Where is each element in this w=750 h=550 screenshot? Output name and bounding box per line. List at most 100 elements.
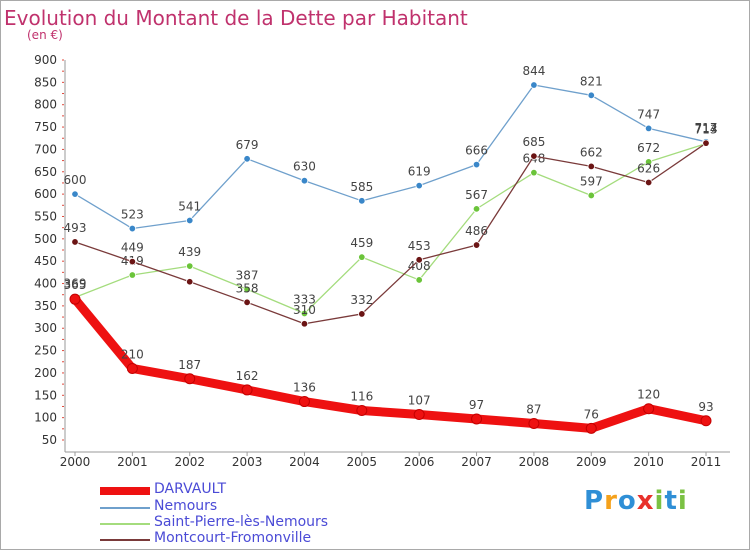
data-label: 747: [637, 107, 660, 121]
legend-item-darvault: DARVAULT: [100, 481, 360, 499]
data-label: 619: [408, 165, 431, 179]
data-label: 187: [178, 358, 201, 372]
data-point: [241, 384, 253, 396]
data-point: [358, 253, 366, 261]
data-point: [71, 190, 79, 198]
legend-item-saint-pierre: Saint-Pierre-lès-Nemours: [100, 514, 360, 532]
data-point: [587, 91, 595, 100]
data-point: [186, 278, 194, 286]
data-label: 844: [522, 64, 545, 78]
data-point: [530, 81, 538, 89]
data-label: 162: [236, 369, 259, 383]
y-tick-label: 400: [34, 277, 57, 291]
data-label: 714: [695, 122, 718, 136]
data-point: [530, 152, 538, 160]
legend-swatch-saint-pierre: [100, 523, 150, 525]
data-label: 87: [526, 402, 541, 416]
data-label: 387: [236, 268, 259, 282]
data-point: [528, 417, 540, 429]
y-tick-label: 100: [34, 411, 57, 425]
legend-item-montcourt: Montcourt-Fromonville: [100, 530, 360, 548]
y-tick-label: 550: [34, 209, 57, 223]
data-label: 459: [350, 236, 373, 250]
data-point: [472, 205, 481, 213]
logo-letter: i: [677, 486, 688, 516]
y-tick-label: 600: [34, 187, 57, 201]
y-tick-label: 300: [34, 321, 57, 335]
data-label: 717: [695, 121, 718, 135]
legend-label-saint-pierre: Saint-Pierre-lès-Nemours: [154, 514, 329, 530]
data-point: [702, 139, 710, 147]
x-tick-label: 2004: [289, 455, 320, 469]
series-line-montcourt-fromonville: [74, 142, 707, 325]
x-tick-label: 2008: [519, 455, 550, 469]
y-tick-label: 450: [34, 254, 57, 268]
data-label: 672: [637, 141, 660, 155]
data-label: 662: [580, 145, 603, 159]
data-point: [472, 160, 481, 169]
logo-letter: o: [617, 486, 637, 516]
data-label: 332: [350, 293, 373, 307]
y-tick-label: 800: [34, 98, 57, 112]
logo-letter: x: [636, 486, 655, 516]
data-label: 821: [580, 74, 603, 88]
y-tick-label: 250: [34, 344, 57, 358]
series-line-saint-pierre-l-s-nemours: [74, 142, 707, 315]
x-tick-label: 2001: [117, 455, 148, 469]
data-point: [184, 373, 196, 385]
data-point: [186, 216, 194, 225]
data-point: [298, 396, 310, 408]
data-point: [415, 276, 423, 284]
data-label: 541: [178, 199, 201, 213]
data-label: 600: [64, 173, 87, 187]
x-tick-label: 2002: [174, 455, 205, 469]
data-label: 567: [465, 188, 488, 202]
data-point: [415, 256, 423, 264]
legend-label-montcourt: Montcourt-Fromonville: [154, 530, 312, 546]
legend-swatch-montcourt: [100, 539, 150, 541]
y-tick-label: 700: [34, 142, 57, 156]
data-point: [69, 293, 81, 305]
y-tick-label: 500: [34, 232, 57, 246]
data-point: [126, 362, 138, 374]
data-point: [71, 238, 79, 246]
data-point: [530, 168, 538, 177]
data-label: 523: [121, 208, 144, 222]
data-label: 333: [293, 292, 316, 306]
logo-letter: P: [584, 486, 605, 516]
data-point: [128, 271, 137, 279]
data-point: [128, 257, 137, 266]
y-tick-label: 150: [34, 388, 57, 402]
y-tick-label: 650: [34, 165, 57, 179]
data-label: 76: [584, 407, 599, 421]
x-tick-label: 2009: [576, 455, 607, 469]
data-point: [186, 262, 194, 270]
x-tick-label: 2000: [60, 455, 91, 469]
data-point: [300, 320, 309, 328]
data-point: [644, 158, 653, 166]
data-label: 97: [469, 398, 484, 412]
data-point: [128, 224, 137, 233]
logo-letter: i: [654, 486, 665, 516]
data-label: 408: [408, 259, 431, 273]
data-point: [415, 181, 423, 190]
data-label: 585: [350, 180, 373, 194]
data-label: 120: [637, 388, 660, 402]
data-label: 369: [64, 276, 87, 290]
data-label: 685: [522, 135, 545, 149]
data-point: [358, 197, 366, 205]
data-point: [471, 413, 483, 425]
data-point: [243, 285, 251, 294]
data-point: [300, 309, 309, 318]
data-point: [587, 191, 595, 200]
y-tick-label: 350: [34, 299, 57, 313]
data-label: 116: [350, 389, 373, 403]
legend-swatch-darvault: [100, 487, 150, 495]
data-label: 597: [580, 174, 603, 188]
x-tick-label: 2005: [347, 455, 378, 469]
x-tick-label: 2003: [232, 455, 263, 469]
y-tick-label: 850: [34, 75, 57, 89]
data-label: 439: [178, 245, 201, 259]
legend-swatch-nemours: [100, 507, 150, 509]
